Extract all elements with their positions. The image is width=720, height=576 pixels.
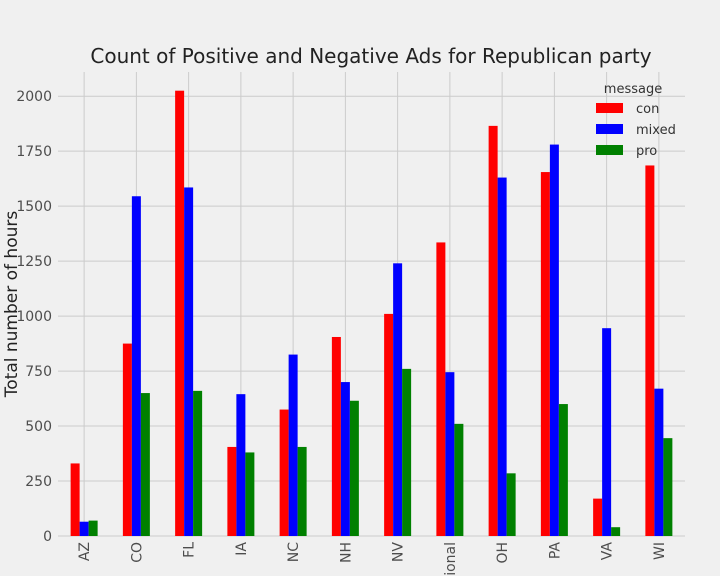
bar-pro [140, 393, 150, 536]
y-tick-label: 250 [25, 474, 52, 490]
bar-pro [193, 390, 203, 536]
bar-pro [245, 452, 255, 536]
y-tick-label: 1500 [16, 199, 52, 215]
grid [58, 72, 685, 537]
y-ticks: 0 250 500 750 1000 1250 1500 1750 2000 [16, 89, 52, 545]
bar-pro [558, 404, 568, 536]
bar-con [279, 409, 289, 536]
legend-label-con: con [636, 102, 659, 117]
bar-pro [402, 368, 412, 536]
bar-mixed [654, 388, 664, 536]
legend: message con mixed pro [596, 82, 676, 159]
bar-pro [349, 400, 359, 536]
x-tick-label: PA [547, 542, 563, 560]
y-tick-label: 500 [25, 419, 52, 435]
x-tick-label: NC [286, 542, 302, 562]
bar-mixed [236, 394, 246, 536]
bar-con [227, 446, 237, 536]
bar-con [331, 336, 341, 536]
bar-pro [88, 520, 98, 536]
y-tick-label: 1000 [16, 309, 52, 325]
legend-label-pro: pro [636, 144, 657, 159]
bar-mixed [340, 382, 350, 536]
bar-mixed [497, 177, 507, 536]
bar-mixed [393, 263, 403, 536]
bar-con [540, 172, 550, 536]
legend-swatch-mixed [596, 124, 623, 134]
bar-con [593, 498, 603, 536]
y-tick-label: 2000 [16, 89, 52, 105]
bar-mixed [79, 521, 89, 536]
x-tick-label: CO [129, 542, 145, 563]
legend-swatch-pro [596, 145, 623, 155]
y-tick-label: 750 [25, 364, 52, 380]
chart-title: Count of Positive and Negative Ads for R… [90, 44, 651, 68]
y-axis-label: Total number of hours [2, 211, 22, 399]
bar-mixed [549, 144, 559, 536]
bars [70, 90, 673, 537]
x-tick-label: OH [495, 542, 511, 564]
y-tick-label: 0 [43, 529, 52, 545]
bar-con [645, 165, 655, 536]
y-tick-label: 1750 [16, 144, 52, 160]
legend-title: message [604, 82, 662, 97]
x-ticks: AZ CO FL IA NC NH NV tional OH PA VA WI [77, 542, 668, 576]
legend-swatch-con [596, 103, 623, 113]
bar-mixed [184, 187, 194, 536]
x-tick-label: tional [443, 542, 459, 576]
bar-con [122, 343, 132, 536]
bar-mixed [288, 354, 298, 536]
bar-con [488, 125, 498, 537]
bar-pro [506, 473, 516, 536]
x-tick-label: VA [600, 542, 616, 561]
bar-con [384, 313, 394, 536]
x-tick-label: IA [234, 542, 250, 556]
y-tick-label: 1250 [16, 254, 52, 270]
bar-con [175, 90, 185, 536]
bar-pro [454, 423, 464, 536]
x-tick-label: NV [391, 542, 407, 562]
bar-mixed [131, 196, 141, 536]
bar-pro [297, 446, 307, 536]
bar-mixed [445, 372, 455, 536]
x-tick-label: AZ [77, 542, 93, 561]
bar-con [436, 242, 446, 536]
x-tick-label: NH [338, 542, 354, 563]
bar-con [70, 463, 80, 536]
x-tick-label: FL [182, 542, 198, 558]
bar-pro [663, 438, 673, 536]
bar-pro [611, 527, 621, 536]
legend-label-mixed: mixed [636, 123, 676, 138]
bar-mixed [602, 328, 612, 536]
x-tick-label: WI [652, 542, 668, 560]
